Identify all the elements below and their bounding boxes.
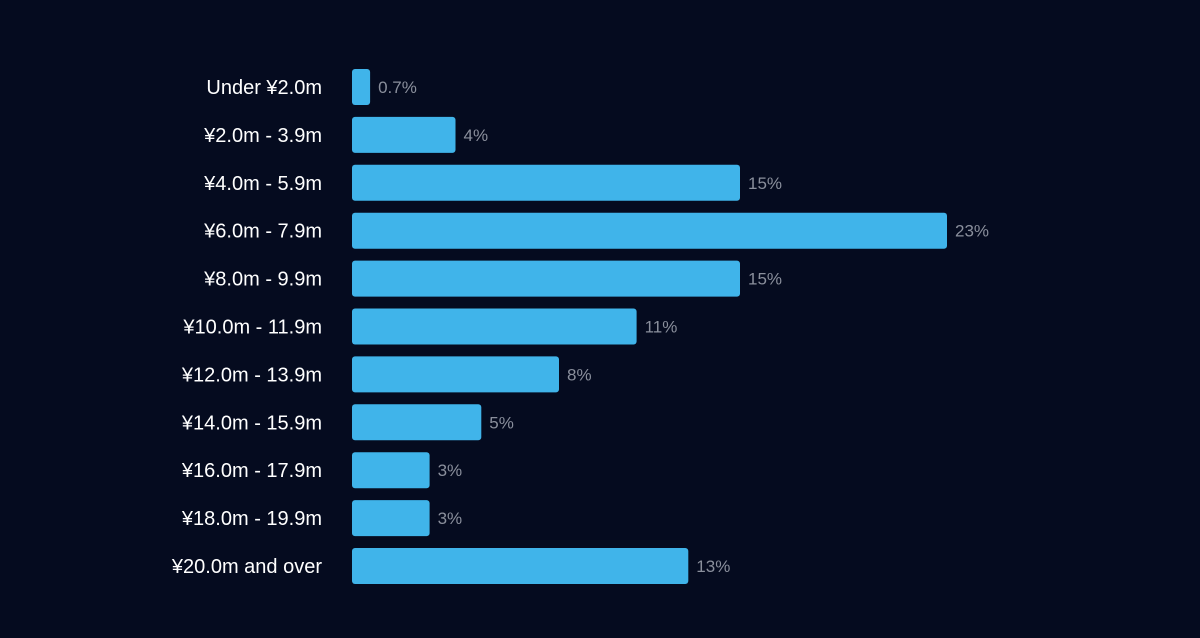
value-label-10: 13%: [696, 557, 730, 576]
category-labels: Under ¥2.0m ¥2.0m - 3.9m ¥4.0m - 5.9m ¥6.0m…: [171, 77, 322, 578]
category-label-4: ¥8.0m - 9.9m: [203, 269, 322, 291]
bar-1: [352, 116, 456, 153]
bar-3: [352, 212, 947, 249]
value-label-0: 0.7%: [378, 78, 417, 97]
value-label-8: 3%: [438, 461, 463, 480]
category-label-10: ¥20.0m and over: [171, 556, 322, 578]
bar-9: [352, 500, 430, 537]
value-label-5: 11%: [645, 318, 678, 337]
bars-group: [352, 69, 947, 584]
value-labels: 0.7% 4% 15% 23% 15% 11% 8% 5% 3% 3% 13%: [378, 78, 989, 576]
bar-4: [352, 260, 740, 297]
category-label-0: Under ¥2.0m: [206, 77, 322, 99]
value-label-3: 23%: [955, 222, 989, 241]
category-label-5: ¥10.0m - 11.9m: [182, 317, 322, 339]
bar-5: [352, 308, 637, 345]
bar-0: [352, 69, 371, 105]
category-label-6: ¥12.0m - 13.9m: [181, 364, 322, 386]
value-label-7: 5%: [489, 413, 514, 432]
bar-2: [352, 164, 740, 201]
category-label-8: ¥16.0m - 17.9m: [181, 460, 322, 482]
category-label-7: ¥14.0m - 15.9m: [181, 412, 322, 434]
category-label-3: ¥6.0m - 7.9m: [203, 221, 322, 243]
value-label-2: 15%: [748, 174, 782, 193]
bar-8: [352, 452, 430, 489]
category-label-2: ¥4.0m - 5.9m: [203, 173, 322, 195]
bar-10: [352, 548, 689, 584]
value-label-1: 4%: [464, 126, 489, 145]
value-label-6: 8%: [567, 365, 592, 384]
value-label-9: 3%: [438, 509, 463, 528]
bar-7: [352, 404, 482, 441]
bar-6: [352, 356, 559, 393]
category-label-1: ¥2.0m - 3.9m: [203, 125, 322, 147]
category-label-9: ¥18.0m - 19.9m: [181, 508, 322, 530]
value-label-4: 15%: [748, 270, 782, 289]
